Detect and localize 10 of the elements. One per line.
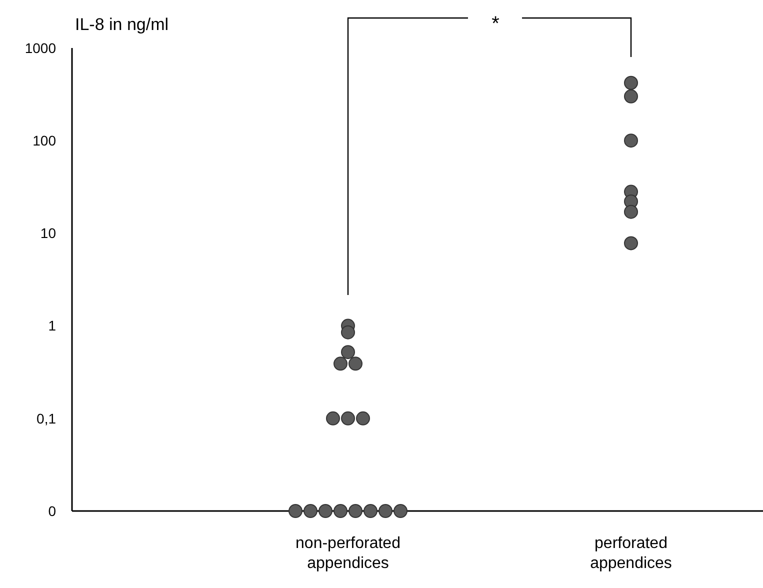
y-tick-label: 10 — [40, 225, 56, 242]
x-tick-label: perforated appendices — [590, 535, 672, 572]
y-tick-label: 0 — [48, 502, 56, 519]
text: * — [492, 13, 500, 35]
y-axis-title: IL-8 in ng/ml — [75, 15, 169, 34]
x-tick-label: non-perforated appendices — [296, 535, 400, 572]
y-tick-label: 1 — [48, 318, 56, 334]
y-tick-label: 100 — [32, 132, 56, 148]
y-tick-label: 0,1 — [36, 410, 56, 426]
y-tick-label: 1000 — [24, 40, 56, 56]
